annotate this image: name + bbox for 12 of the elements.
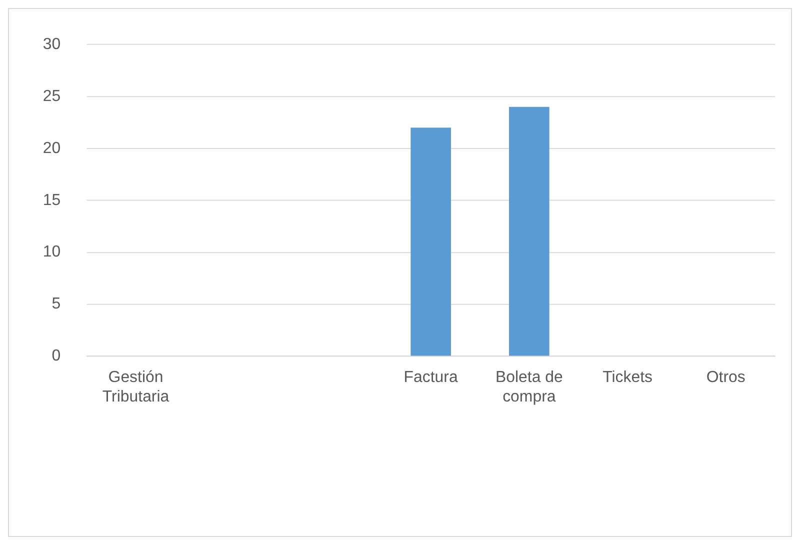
x-tick-label: Tickets — [602, 369, 652, 386]
y-tick-label: 10 — [42, 244, 61, 261]
x-tick-label: Otros — [706, 369, 746, 386]
x-tick-label: Boleta de compra — [495, 369, 563, 406]
y-tick-label: 30 — [42, 36, 61, 53]
y-tick-label: 20 — [42, 140, 61, 157]
y-tick-label: 5 — [52, 296, 61, 313]
x-tick-label: Gestión Tributaria — [102, 369, 170, 406]
y-tick-label: 25 — [42, 88, 61, 105]
y-tick-label: 0 — [52, 348, 61, 365]
x-tick-label: Factura — [404, 369, 458, 386]
y-tick-label: 15 — [42, 192, 61, 209]
